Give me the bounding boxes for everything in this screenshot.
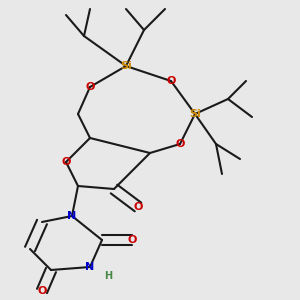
Text: O: O (85, 82, 95, 92)
Text: N: N (68, 211, 76, 221)
Text: O: O (127, 235, 137, 245)
Text: O: O (175, 139, 185, 149)
Text: N: N (85, 262, 94, 272)
Text: Si: Si (189, 109, 201, 119)
Text: O: O (133, 202, 143, 212)
Text: O: O (61, 157, 71, 167)
Text: O: O (37, 286, 47, 296)
Text: O: O (166, 76, 176, 86)
Text: H: H (104, 271, 112, 281)
Text: Si: Si (120, 61, 132, 71)
